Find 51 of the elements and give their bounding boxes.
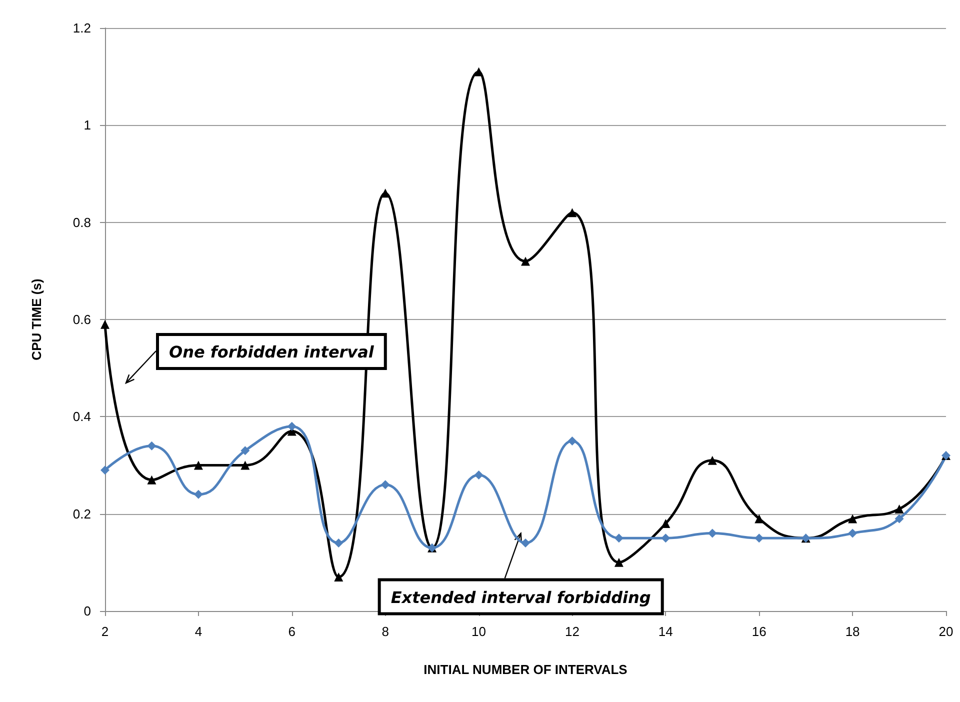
y-tick-label: 0.8 (72, 214, 91, 230)
point (380, 480, 390, 490)
point (661, 534, 670, 543)
point (474, 67, 484, 76)
point (147, 475, 156, 484)
point (194, 460, 203, 470)
x-tick-label: 4 (194, 624, 202, 639)
point (521, 256, 530, 266)
y-tick-label: 1.2 (72, 20, 91, 36)
point (894, 514, 904, 524)
x-tick-label: 6 (288, 624, 296, 639)
x-tick-label: 16 (752, 624, 766, 639)
point (194, 490, 203, 499)
x-tick-label: 18 (845, 624, 860, 639)
x-tick-label: 20 (938, 624, 954, 639)
point (334, 572, 344, 582)
y-axis-title: CPU TIME (s) (29, 278, 44, 360)
point (754, 514, 764, 524)
point (240, 460, 250, 470)
x-tick-label: 8 (382, 624, 389, 639)
y-tick-label: 0.6 (72, 312, 91, 327)
x-tick-label: 2 (101, 624, 109, 639)
point (240, 446, 250, 456)
point (287, 422, 296, 431)
point (568, 436, 577, 446)
y-tick-label: 0 (84, 604, 91, 618)
x-tick-label: 12 (564, 624, 580, 639)
x-axis-title: INITIAL NUMBER OF INTERVALS (424, 662, 628, 677)
point (894, 504, 904, 514)
x-tick-label: 10 (472, 624, 486, 639)
point (334, 538, 344, 548)
point (521, 538, 530, 548)
point (474, 470, 484, 480)
x-tick-label: 14 (658, 624, 673, 639)
annotation: Extended interval forbidding (390, 588, 651, 607)
point (568, 208, 577, 218)
y-tick-label: 1 (84, 118, 91, 133)
point (147, 441, 156, 450)
point (100, 466, 110, 475)
point (848, 514, 858, 524)
point (100, 320, 110, 329)
point (708, 528, 717, 538)
point (661, 519, 670, 528)
point (754, 534, 764, 543)
y-tick-label: 0.2 (72, 506, 91, 522)
point (614, 558, 624, 567)
y-tick-label: 0.4 (72, 409, 91, 424)
point (614, 534, 624, 543)
point (708, 456, 717, 465)
annotation: One forbidden interval (169, 342, 374, 362)
point (848, 528, 858, 538)
